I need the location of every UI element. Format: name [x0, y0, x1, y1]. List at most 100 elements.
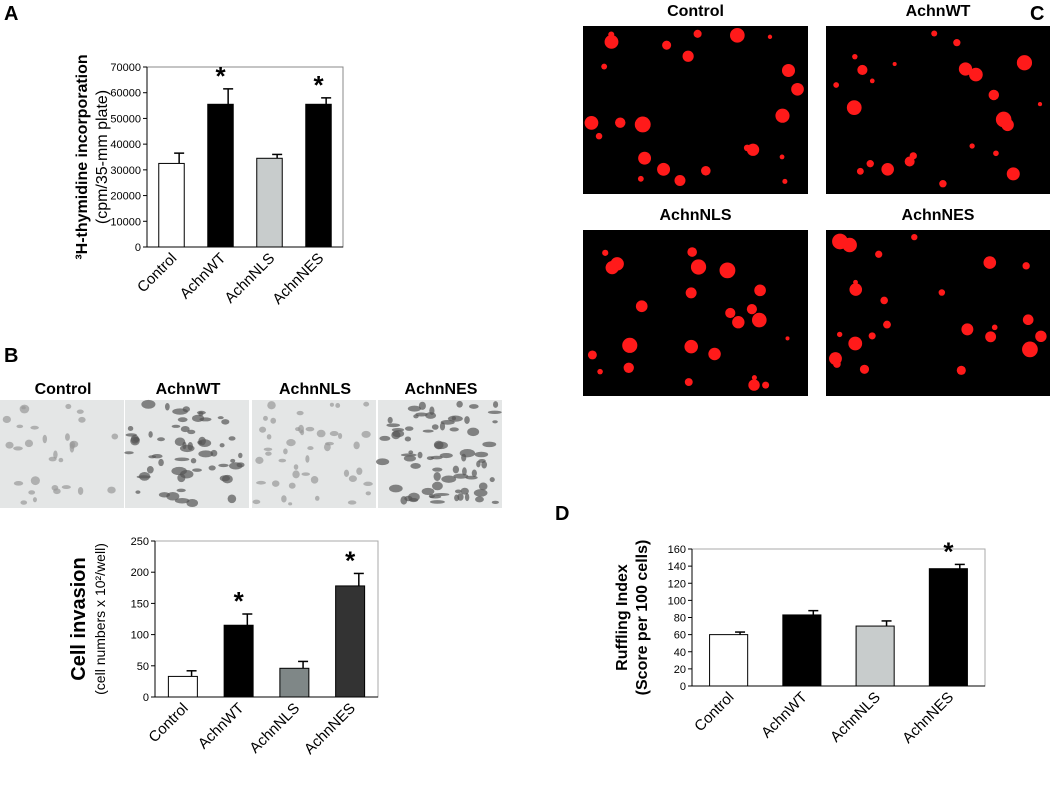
cell	[130, 434, 139, 444]
cell	[969, 67, 983, 82]
cell	[417, 451, 423, 459]
cell	[454, 489, 462, 494]
cell	[76, 409, 84, 414]
cell	[429, 495, 442, 499]
significance: *	[345, 545, 356, 575]
cell	[833, 82, 840, 88]
cell	[638, 151, 652, 165]
cell	[657, 162, 671, 176]
panel-label: D	[555, 503, 569, 525]
cell	[849, 283, 863, 296]
y-axis-title: (cell numbers x 10²/well)	[92, 543, 108, 695]
cell	[719, 262, 736, 279]
cell	[754, 284, 766, 297]
cell	[475, 496, 484, 503]
cell	[286, 439, 296, 447]
cell	[459, 449, 476, 458]
cell	[859, 364, 870, 374]
cell	[587, 350, 597, 360]
y-tick-label: 200	[131, 567, 149, 579]
cell	[272, 480, 280, 487]
cell	[622, 337, 638, 353]
cell	[389, 484, 403, 493]
cell	[732, 316, 745, 329]
cell	[421, 487, 435, 496]
cell	[32, 497, 37, 503]
y-axis-title: Cell invasion	[68, 557, 90, 680]
cell	[263, 447, 273, 452]
cell	[310, 476, 319, 484]
cell	[28, 490, 36, 495]
cell	[956, 365, 966, 375]
cell	[278, 458, 287, 463]
cell	[293, 464, 299, 470]
cell	[662, 40, 672, 50]
cell	[301, 472, 311, 476]
cell	[767, 34, 773, 40]
bar	[335, 585, 366, 698]
cell	[595, 132, 603, 140]
cell	[166, 491, 180, 501]
cell	[174, 497, 190, 504]
cell	[969, 143, 975, 149]
cell	[171, 424, 181, 428]
cell	[256, 480, 266, 485]
y-axis-title: (cpm/35-mm plate)	[94, 90, 111, 224]
y-tick-label: 30000	[110, 165, 141, 177]
panel-label: A	[4, 3, 18, 25]
bar	[279, 667, 310, 698]
cell	[961, 323, 974, 336]
cell	[775, 108, 790, 123]
y-tick-label: 0	[680, 681, 686, 693]
cell	[176, 488, 186, 493]
cell	[407, 405, 422, 412]
y-tick-label: 140	[668, 561, 686, 573]
cell	[296, 410, 304, 416]
cell	[125, 433, 137, 437]
cell	[460, 487, 469, 495]
cell	[911, 233, 918, 241]
cell	[684, 378, 693, 387]
cell	[174, 457, 190, 462]
cell	[337, 433, 343, 439]
cell	[462, 467, 467, 476]
micrograph-label: AchnNLS	[660, 207, 732, 224]
cell	[219, 443, 225, 448]
x-tick-label: AchnNLS	[221, 250, 278, 307]
cell	[2, 415, 11, 424]
y-tick-label: 10000	[110, 216, 141, 228]
cell	[481, 461, 488, 469]
cell	[1022, 262, 1030, 270]
cell	[610, 257, 624, 271]
cell	[454, 494, 460, 502]
cell	[13, 481, 24, 486]
bar	[256, 157, 283, 248]
micrograph	[826, 26, 1050, 194]
cell	[881, 163, 894, 176]
cell	[164, 403, 170, 411]
cell	[217, 416, 224, 420]
significance: *	[313, 70, 324, 100]
bar	[709, 634, 749, 687]
cell	[429, 406, 435, 415]
panel-label: B	[4, 345, 18, 367]
cell	[687, 247, 697, 257]
cell	[13, 446, 23, 451]
cell	[1037, 101, 1043, 107]
micrograph	[0, 400, 124, 508]
cell	[158, 458, 164, 467]
cell	[20, 500, 28, 505]
cell	[634, 116, 651, 133]
cell	[623, 362, 634, 373]
cell	[725, 307, 736, 319]
cell	[635, 300, 648, 313]
cell	[931, 30, 938, 37]
cell	[408, 498, 419, 503]
significance: *	[215, 61, 226, 91]
y-tick-label: 150	[131, 598, 149, 610]
cell	[379, 435, 391, 441]
cell	[288, 502, 293, 506]
cell	[198, 450, 214, 458]
cell	[314, 495, 320, 501]
